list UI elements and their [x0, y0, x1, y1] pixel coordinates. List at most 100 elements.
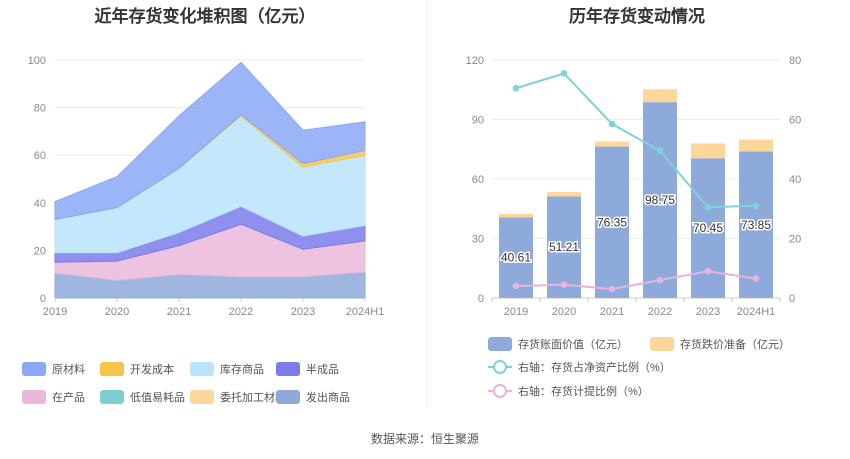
left-legend-label: 在产品 — [52, 390, 85, 404]
bar-book-value — [595, 146, 629, 298]
left-legend-label: 委托加工材料 — [220, 390, 286, 404]
right-y2-tick: 20 — [789, 234, 801, 246]
bar-impairment — [499, 213, 533, 218]
bar-impairment — [739, 139, 773, 152]
right-legend-label: 右轴：存货占净资产比例（%） — [518, 360, 671, 374]
line-point — [752, 275, 760, 282]
left-x-tick: 2024H1 — [346, 306, 385, 318]
right-bars — [499, 89, 773, 298]
line-point — [560, 70, 568, 77]
right-y2-tick: 80 — [789, 55, 801, 67]
right-legend-swatch — [650, 337, 674, 351]
right-y2-tick: 60 — [789, 115, 801, 127]
bar-value-label: 40.61 — [501, 251, 531, 265]
left-legend-label: 半成品 — [306, 362, 339, 376]
left-y-tick: 20 — [34, 245, 46, 257]
right-y2-tick: 0 — [789, 293, 795, 305]
left-legend-swatch — [100, 390, 124, 404]
right-legend-marker — [493, 384, 507, 398]
left-y-tick: 80 — [34, 103, 46, 115]
line-point — [608, 120, 616, 128]
right-bar-labels: 40.61 51.21 76.35 98.75 70.45 73.85 — [499, 192, 772, 267]
data-source: 数据来源：恒生聚源 — [371, 431, 479, 446]
bar-book-value — [691, 158, 725, 298]
right-y-tick: 120 — [466, 55, 484, 67]
right-grid — [492, 59, 780, 299]
left-legend-swatch — [190, 390, 214, 404]
right-y2-tick: 40 — [789, 174, 801, 186]
line-point — [704, 267, 712, 275]
left-legend-label: 库存商品 — [220, 362, 264, 376]
bar-book-value — [739, 151, 773, 298]
left-x-tick: 2021 — [167, 306, 191, 318]
bar-value-label: 51.21 — [549, 240, 579, 254]
right-y-tick: 60 — [472, 174, 484, 186]
bar-value-label: 73.85 — [741, 218, 771, 232]
right-x-tick: 2023 — [696, 306, 720, 318]
right-x-tick: 2020 — [552, 306, 576, 318]
line-point — [704, 203, 712, 211]
bar-value-label: 76.35 — [597, 215, 627, 229]
line-point — [752, 202, 760, 210]
left-y-tick: 100 — [28, 55, 46, 67]
right-y-axis-right: 0 20 40 60 80 — [789, 55, 801, 305]
bar-impairment — [547, 192, 581, 197]
line-point — [656, 276, 664, 284]
line-point — [560, 281, 568, 288]
bar-impairment — [643, 89, 677, 103]
right-y-axis-left: 0 30 60 90 120 — [466, 55, 484, 305]
line-右轴：存货占净资产比例（%） — [515, 72, 757, 209]
right-chart-title: 历年存货变动情况 — [569, 6, 705, 26]
right-y-tick: 30 — [472, 234, 484, 246]
bar-impairment — [595, 141, 629, 147]
left-chart-title: 近年存货变化堆积图（亿元） — [95, 6, 316, 26]
left-x-tick: 2019 — [43, 306, 67, 318]
right-x-tick: 2019 — [504, 306, 528, 318]
right-x-tick: 2024H1 — [737, 306, 776, 318]
left-y-tick: 60 — [34, 150, 46, 162]
left-legend-label: 原材料 — [52, 362, 85, 376]
left-legend-swatch — [22, 390, 46, 404]
right-legend-label: 存货账面价值（亿元） — [518, 337, 628, 351]
line-右轴：存货计提比例（%） — [515, 270, 757, 291]
line-point — [512, 282, 520, 290]
left-legend-label: 开发成本 — [130, 362, 174, 376]
area-原材料 — [54, 61, 366, 221]
right-legend-marker — [493, 360, 507, 374]
bar-impairment — [691, 143, 725, 159]
right-y-tick: 0 — [478, 293, 484, 305]
right-x-tick: 2022 — [648, 306, 672, 318]
left-x-tick: 2023 — [291, 306, 315, 318]
line-point — [512, 84, 520, 92]
stacked-area-chart: 近年存货变化堆积图（亿元） 0 20 40 60 80 100 2019 2020 2021 2… — [22, 6, 384, 404]
right-x-tick: 2021 — [600, 306, 624, 318]
right-legend-swatch — [488, 337, 512, 351]
left-legend-label: 发出商品 — [306, 390, 350, 404]
right-y-tick: 90 — [472, 115, 484, 127]
left-y-tick: 40 — [34, 198, 46, 210]
left-legend-swatch — [276, 362, 300, 376]
right-lines — [512, 70, 760, 293]
left-legend-label: 低值易耗品 — [130, 391, 185, 404]
line-point — [608, 285, 616, 293]
right-legend: 存货账面价值（亿元） 存货跌价准备（亿元） 右轴：存货占净资产比例（%） 右轴：存货计… — [488, 337, 790, 398]
left-legend-swatch — [22, 362, 46, 376]
right-x-axis: 2019 2020 2021 2022 2023 2024H1 — [491, 298, 781, 318]
line-point — [656, 147, 664, 155]
left-y-tick: 0 — [40, 293, 46, 305]
bar-value-label: 70.45 — [693, 221, 723, 235]
left-x-axis: 2019 2020 2021 2022 2023 2024H1 — [43, 298, 385, 318]
right-legend-label: 右轴：存货计提比例（%） — [518, 384, 649, 398]
left-legend-swatch — [276, 390, 300, 404]
left-y-axis: 0 20 40 60 80 100 — [28, 55, 46, 305]
left-areas — [54, 61, 366, 299]
right-legend-label: 存货跌价准备（亿元） — [680, 337, 790, 351]
left-x-tick: 2020 — [105, 306, 129, 318]
bar-book-value — [547, 196, 581, 298]
left-legend-swatch — [190, 362, 214, 376]
left-legend-swatch — [100, 362, 124, 376]
bar-book-value — [643, 102, 677, 298]
